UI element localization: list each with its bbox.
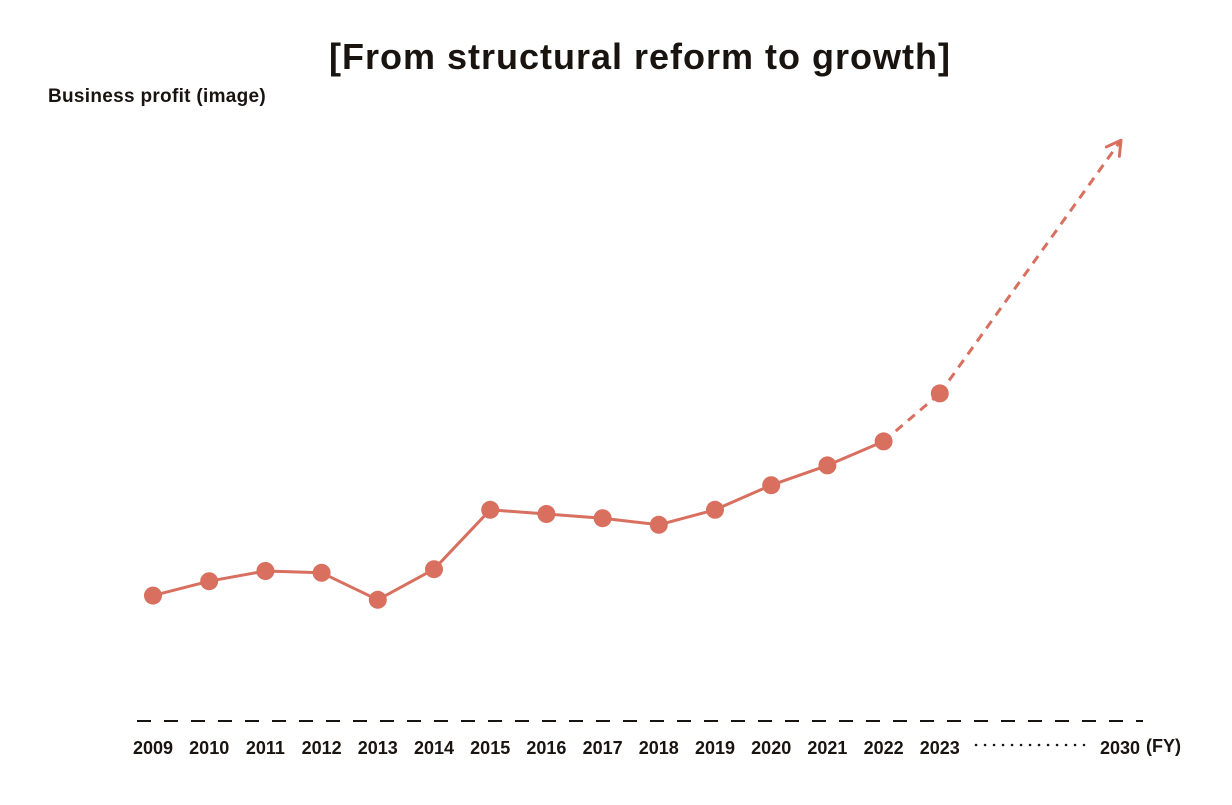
x-tick-2022: 2022 xyxy=(864,738,904,758)
data-point-2009 xyxy=(144,586,162,605)
x-tick-2018: 2018 xyxy=(639,738,679,758)
x-tick-2017: 2017 xyxy=(583,738,623,758)
data-point-2017 xyxy=(593,509,612,528)
x-tick-2011: 2011 xyxy=(246,738,285,758)
data-point-2021 xyxy=(818,456,837,475)
data-point-2016 xyxy=(537,505,556,523)
x-tick-labels: 2009 2010 2011 2012 2013 2014 2015 2016 2017 2018… xyxy=(133,738,1140,758)
x-tick-2013: 2013 xyxy=(358,738,398,758)
x-tick-2009: 2009 xyxy=(133,738,173,758)
x-tick-2015: 2015 xyxy=(470,738,510,758)
transition-line xyxy=(882,392,941,443)
data-point-2022 xyxy=(874,432,893,451)
data-point-2014 xyxy=(425,560,443,579)
data-point-2015 xyxy=(481,500,500,519)
data-point-2013 xyxy=(368,590,387,609)
x-tick-2010: 2010 xyxy=(189,738,229,758)
data-point-2023 xyxy=(930,384,949,403)
forecast-line xyxy=(938,140,1122,395)
x-tick-2019: 2019 xyxy=(695,738,735,758)
series-layer xyxy=(152,138,1123,602)
data-point-2010 xyxy=(200,572,219,591)
data-point-2018 xyxy=(649,515,668,534)
x-tick-2014: 2014 xyxy=(414,738,454,758)
x-tick-2020: 2020 xyxy=(751,738,791,758)
x-tick-2012: 2012 xyxy=(302,738,342,758)
data-point-2012 xyxy=(312,563,331,582)
profit-line xyxy=(152,440,885,602)
data-point-2011 xyxy=(256,562,275,580)
x-tick-2021: 2021 xyxy=(807,738,847,758)
x-tick-2023: 2023 xyxy=(920,738,960,758)
x-tick-2030: 2030 xyxy=(1100,738,1140,758)
x-tick-2016: 2016 xyxy=(526,738,566,758)
y-axis-label: Business profit (image) xyxy=(48,86,267,107)
x-axis-unit-label: (FY) xyxy=(1146,736,1181,756)
chart-title: [From structural reform to growth] xyxy=(328,36,951,77)
marker-layer xyxy=(144,384,949,609)
data-point-2019 xyxy=(706,500,724,519)
data-point-2020 xyxy=(762,476,781,495)
forecast-arrowhead xyxy=(1104,138,1123,158)
